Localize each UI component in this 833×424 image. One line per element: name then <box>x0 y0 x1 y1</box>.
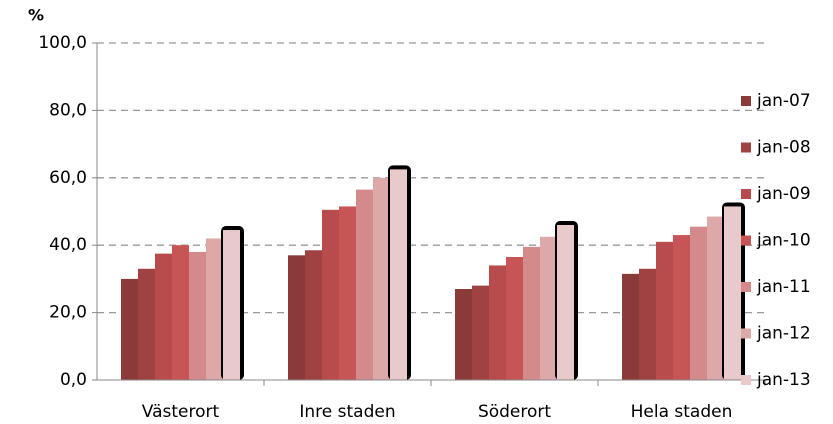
y-tick-label: 100,0 <box>38 33 87 53</box>
bar <box>339 206 356 380</box>
legend-label: jan-09 <box>756 184 811 204</box>
x-tick-label: Söderort <box>478 402 551 422</box>
legend-label: jan-07 <box>756 91 811 111</box>
legend-swatch <box>741 282 751 292</box>
bar <box>373 177 390 380</box>
bar <box>690 226 707 380</box>
bar <box>189 251 206 380</box>
bar <box>223 230 240 380</box>
bar <box>138 268 155 380</box>
bar <box>455 289 472 380</box>
legend-swatch <box>741 235 751 246</box>
bar <box>523 246 540 380</box>
bar <box>172 245 189 380</box>
bar <box>288 255 305 380</box>
bar <box>639 268 656 380</box>
bar <box>155 253 172 380</box>
bar <box>356 189 373 380</box>
legend-label: jan-13 <box>756 370 811 390</box>
bar <box>506 256 523 380</box>
bar <box>622 273 639 380</box>
y-tick-label: 60,0 <box>49 168 87 188</box>
bar <box>305 250 322 380</box>
bar <box>390 169 407 380</box>
bar <box>557 224 574 380</box>
bar <box>489 265 506 380</box>
bar <box>121 278 138 380</box>
y-tick-label: 80,0 <box>49 100 87 120</box>
legend-swatch <box>741 328 751 339</box>
legend-swatch <box>741 375 751 385</box>
y-tick-label: 20,0 <box>49 303 87 323</box>
bar <box>322 209 339 380</box>
bar <box>540 236 557 380</box>
x-tick-label: Inre staden <box>299 402 395 422</box>
legend-swatch <box>741 96 751 106</box>
x-tick-label: Hela staden <box>631 402 733 422</box>
y-axis-label: % <box>28 6 44 25</box>
bar <box>656 241 673 380</box>
x-tick-label: Västerort <box>142 402 220 422</box>
y-tick-label: 40,0 <box>49 235 87 255</box>
legend-label: jan-11 <box>756 277 811 297</box>
bar <box>206 238 223 380</box>
legend-label: jan-12 <box>756 324 811 344</box>
bar <box>472 285 489 380</box>
bar <box>707 216 724 380</box>
y-tick-label: 0,0 <box>60 370 87 390</box>
legend-swatch <box>741 189 751 199</box>
legend-label: jan-10 <box>756 231 811 251</box>
legend-label: jan-08 <box>756 138 811 158</box>
bar <box>673 235 690 380</box>
bar <box>724 206 741 380</box>
legend-swatch <box>741 142 751 153</box>
